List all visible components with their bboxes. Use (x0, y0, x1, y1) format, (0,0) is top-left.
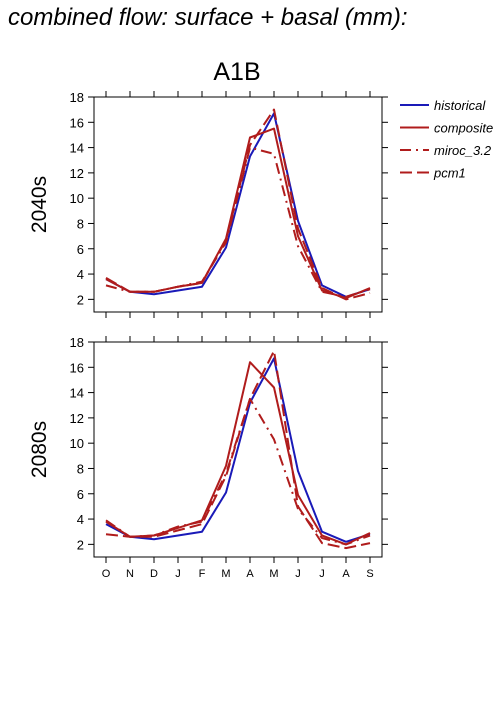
y-tick-label: 14 (70, 386, 84, 401)
y-tick-label: 6 (77, 242, 84, 257)
y-tick-label: 4 (77, 512, 84, 527)
x-tick-label: J (175, 568, 181, 580)
plot-frame (93, 341, 383, 558)
x-tick-label: M (221, 568, 230, 580)
series-line-historical (105, 357, 371, 543)
y-tick-label: 4 (77, 267, 84, 282)
legend-label: pcm1 (433, 166, 466, 181)
y-tick-label: 18 (70, 335, 84, 350)
series-line-composite (105, 127, 371, 300)
legend-item: composite (400, 121, 493, 136)
panel-2040s: 2 4 6 8 10 12 14 16 18 2040s (28, 90, 388, 318)
plot-frame (93, 96, 383, 313)
series-line-historical (105, 112, 371, 298)
x-tick-label: D (150, 568, 158, 580)
series-line-miroc-3-2 (105, 146, 371, 298)
x-tick-label: F (199, 568, 206, 580)
legend-label: miroc_3.2 (434, 143, 492, 158)
series-line-miroc-3-2 (105, 397, 371, 546)
x-tick-label: J (319, 568, 325, 580)
x-tick-label: N (126, 568, 134, 580)
legend: historical composite miroc_3.2 pcm1 (400, 98, 493, 181)
y-tick-label: 8 (77, 216, 84, 231)
legend-item: pcm1 (400, 166, 466, 181)
y-tick-label: 18 (70, 90, 84, 105)
panel-label: 2040s (28, 176, 51, 233)
x-tick-label: O (102, 568, 111, 580)
x-tick-label: A (342, 568, 350, 580)
legend-label: historical (434, 98, 486, 113)
series-line-composite (105, 361, 371, 546)
scenario-title: A1B (213, 58, 260, 86)
series-line-pcm1 (105, 108, 371, 301)
y-tick-label: 10 (70, 191, 84, 206)
y-tick-label: 14 (70, 141, 84, 156)
series-line-pcm1 (105, 349, 371, 550)
panel-label: 2080s (28, 421, 51, 478)
y-tick-label: 6 (77, 487, 84, 502)
figure-title: combined flow: surface + basal (mm): (8, 4, 408, 31)
panel-2080s: 2 4 6 8 10 12 14 16 18 O N D J F M A M J J A S 2080s (28, 335, 388, 580)
y-tick-label: 2 (77, 292, 84, 307)
y-tick-label: 12 (70, 411, 84, 426)
legend-item: historical (400, 98, 486, 113)
y-tick-label: 16 (70, 360, 84, 375)
x-tick-label: S (366, 568, 373, 580)
y-tick-label: 10 (70, 436, 84, 451)
x-tick-label: J (295, 568, 301, 580)
y-tick-label: 16 (70, 115, 84, 130)
legend-label: composite (434, 121, 493, 136)
legend-item: miroc_3.2 (400, 143, 492, 158)
x-tick-label: M (269, 568, 278, 580)
x-tick-label: A (246, 568, 254, 580)
y-tick-label: 12 (70, 166, 84, 181)
y-tick-label: 2 (77, 537, 84, 552)
chart-panels: 2 4 6 8 10 12 14 16 18 2040s 2 4 6 8 10 12 14 16 18 O N D J F M A… (28, 90, 388, 580)
y-tick-label: 8 (77, 461, 84, 476)
